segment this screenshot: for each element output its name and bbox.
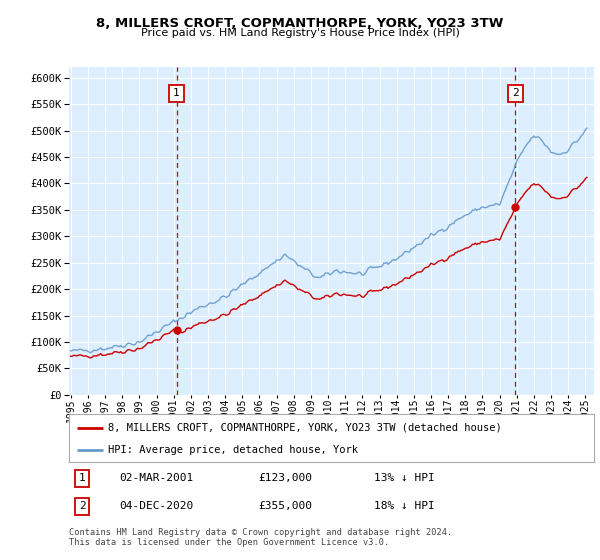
Text: 02-MAR-2001: 02-MAR-2001 xyxy=(119,473,193,483)
Text: 13% ↓ HPI: 13% ↓ HPI xyxy=(373,473,434,483)
Text: £123,000: £123,000 xyxy=(258,473,312,483)
Text: 1: 1 xyxy=(173,88,180,99)
Text: HPI: Average price, detached house, York: HPI: Average price, detached house, York xyxy=(109,445,358,455)
Text: £355,000: £355,000 xyxy=(258,501,312,511)
Text: 2: 2 xyxy=(79,501,86,511)
Text: Price paid vs. HM Land Registry's House Price Index (HPI): Price paid vs. HM Land Registry's House … xyxy=(140,28,460,38)
Text: 18% ↓ HPI: 18% ↓ HPI xyxy=(373,501,434,511)
Text: 2: 2 xyxy=(512,88,519,99)
Text: 8, MILLERS CROFT, COPMANTHORPE, YORK, YO23 3TW (detached house): 8, MILLERS CROFT, COPMANTHORPE, YORK, YO… xyxy=(109,423,502,433)
Text: 04-DEC-2020: 04-DEC-2020 xyxy=(119,501,193,511)
Text: This data is licensed under the Open Government Licence v3.0.: This data is licensed under the Open Gov… xyxy=(69,538,389,547)
Text: 8, MILLERS CROFT, COPMANTHORPE, YORK, YO23 3TW: 8, MILLERS CROFT, COPMANTHORPE, YORK, YO… xyxy=(97,17,503,30)
Text: Contains HM Land Registry data © Crown copyright and database right 2024.: Contains HM Land Registry data © Crown c… xyxy=(69,528,452,536)
Text: 1: 1 xyxy=(79,473,86,483)
